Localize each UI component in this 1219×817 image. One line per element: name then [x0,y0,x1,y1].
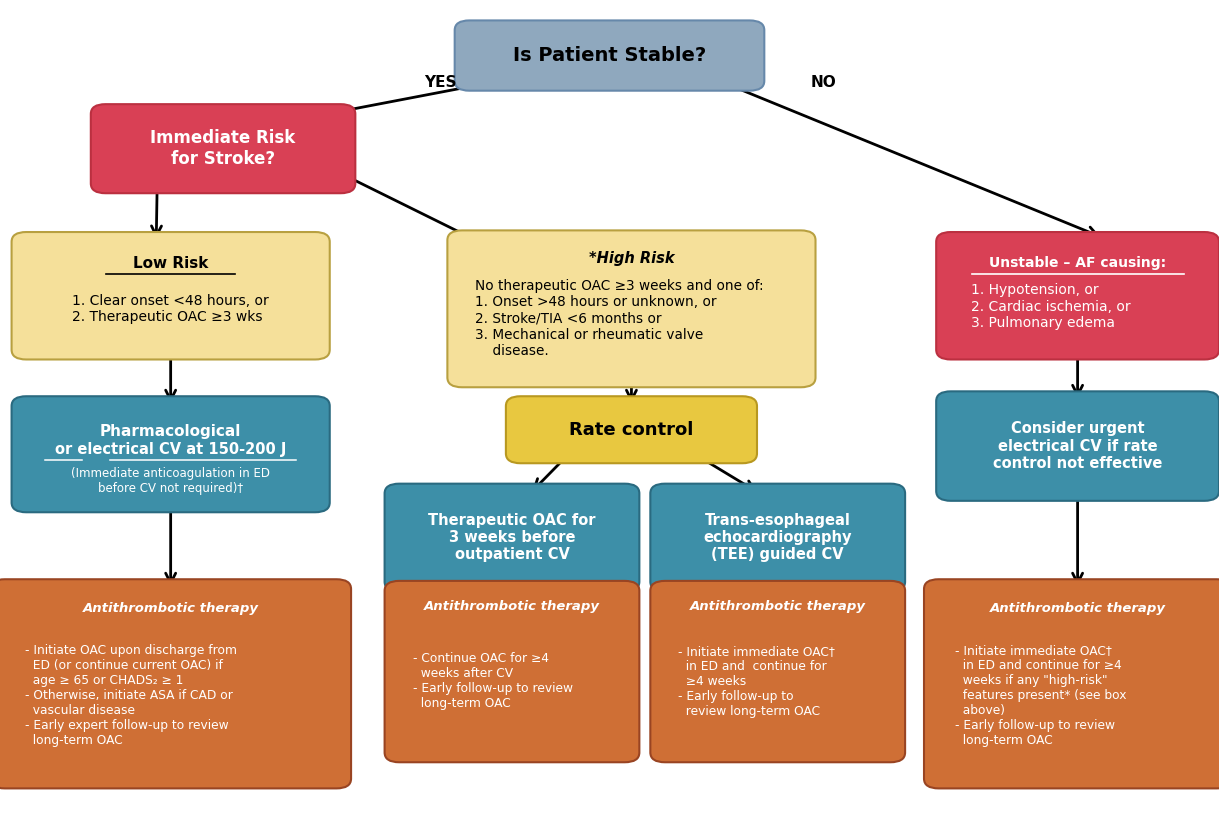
Text: Low Risk: Low Risk [133,256,208,271]
Text: - Initiate OAC upon discharge from
  ED (or continue current OAC) if
  age ≥ 65 : - Initiate OAC upon discharge from ED (o… [24,644,236,747]
Text: Immediate Risk
for Stroke?: Immediate Risk for Stroke? [150,129,296,168]
Text: Therapeutic OAC for
3 weeks before
outpatient CV: Therapeutic OAC for 3 weeks before outpa… [428,513,596,562]
FancyBboxPatch shape [924,579,1219,788]
Text: Trans-esophageal
echocardiography
(TEE) guided CV: Trans-esophageal echocardiography (TEE) … [703,513,852,562]
Text: 1. Clear onset <48 hours, or
2. Therapeutic OAC ≥3 wks: 1. Clear onset <48 hours, or 2. Therapeu… [72,293,269,324]
Text: - Continue OAC for ≥4
  weeks after CV
- Early follow-up to review
  long-term O: - Continue OAC for ≥4 weeks after CV - E… [413,652,573,710]
FancyBboxPatch shape [455,20,764,91]
FancyBboxPatch shape [12,232,329,359]
Text: (Immediate anticoagulation in ED
before CV not required)†: (Immediate anticoagulation in ED before … [71,467,271,495]
Text: Antithrombotic therapy: Antithrombotic therapy [83,601,258,614]
FancyBboxPatch shape [506,396,757,463]
FancyBboxPatch shape [384,484,639,592]
Text: Consider urgent
electrical CV if rate
control not effective: Consider urgent electrical CV if rate co… [993,422,1162,471]
FancyBboxPatch shape [936,391,1219,501]
Text: Antithrombotic therapy: Antithrombotic therapy [424,600,600,614]
Text: Is Patient Stable?: Is Patient Stable? [513,46,706,65]
Text: 1. Hypotension, or
2. Cardiac ischemia, or
3. Pulmonary edema: 1. Hypotension, or 2. Cardiac ischemia, … [972,283,1131,330]
Text: - Initiate immediate OAC†
  in ED and continue for ≥4
  weeks if any "high-risk": - Initiate immediate OAC† in ED and cont… [956,644,1126,747]
FancyBboxPatch shape [12,396,329,512]
FancyBboxPatch shape [90,105,355,194]
Text: Antithrombotic therapy: Antithrombotic therapy [690,600,865,614]
FancyBboxPatch shape [651,581,904,762]
FancyBboxPatch shape [651,484,904,592]
Text: Pharmacological: Pharmacological [100,424,241,439]
Text: Unstable – AF causing:: Unstable – AF causing: [989,257,1167,270]
Text: Rate control: Rate control [569,421,694,439]
Text: No therapeutic OAC ≥3 weeks and one of:
1. Onset >48 hours or unknown, or
2. Str: No therapeutic OAC ≥3 weeks and one of: … [475,279,763,358]
Text: *High Risk: *High Risk [589,251,674,266]
FancyBboxPatch shape [447,230,816,387]
FancyBboxPatch shape [936,232,1219,359]
FancyBboxPatch shape [384,581,639,762]
Text: YES: YES [424,74,457,90]
FancyBboxPatch shape [0,579,351,788]
Text: - Initiate immediate OAC†
  in ED and  continue for
  ≥4 weeks
- Early follow-up: - Initiate immediate OAC† in ED and cont… [679,645,835,718]
Text: or electrical CV at 150-200 J: or electrical CV at 150-200 J [55,442,286,457]
Text: NO: NO [811,74,836,90]
Text: Antithrombotic therapy: Antithrombotic therapy [990,601,1165,614]
